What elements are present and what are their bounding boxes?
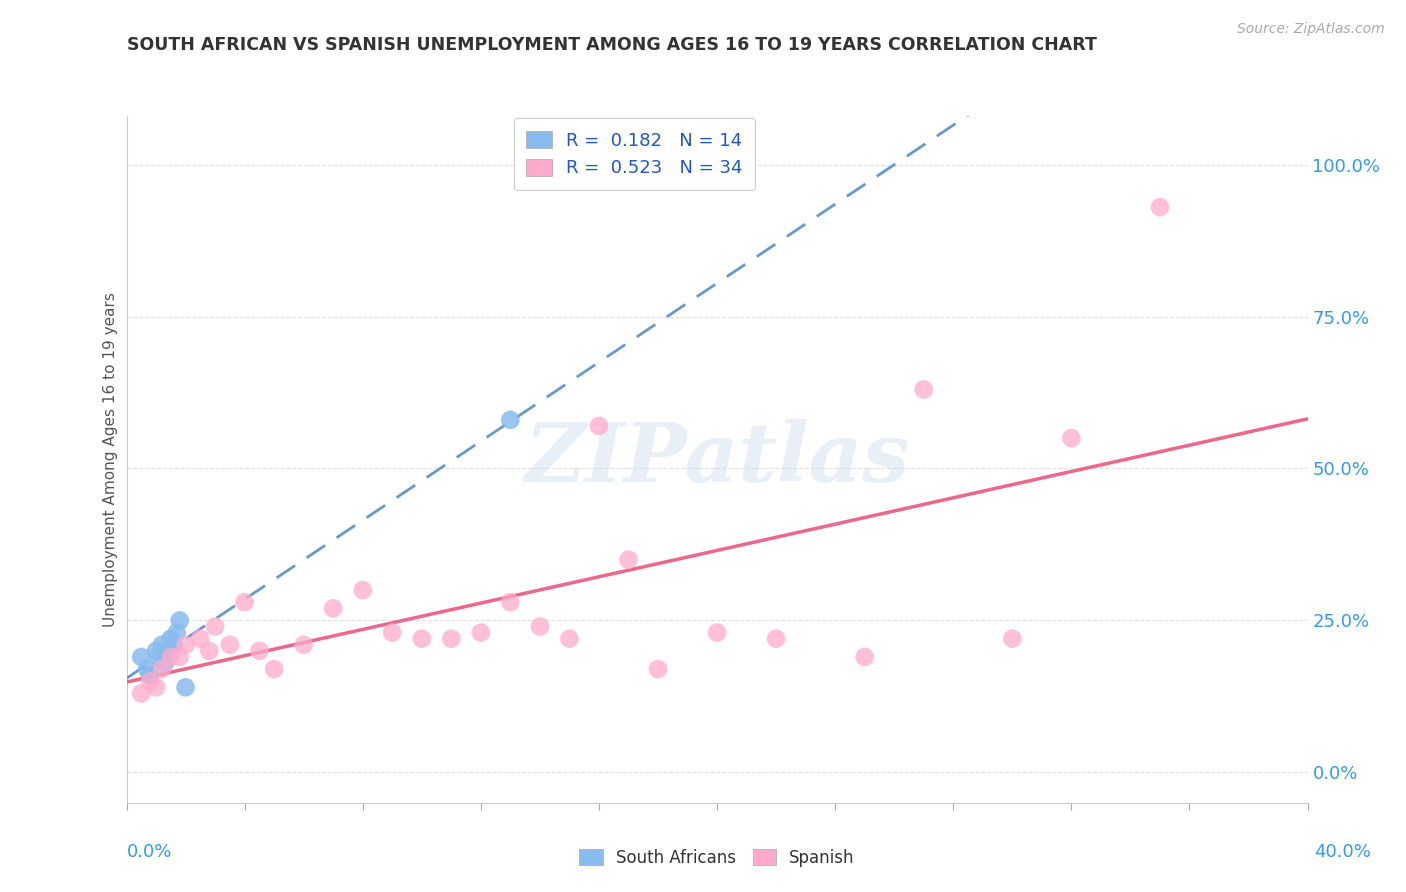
Point bbox=[188, 632, 211, 646]
Point bbox=[163, 638, 186, 652]
Point bbox=[204, 619, 226, 633]
Text: ZIPatlas: ZIPatlas bbox=[524, 419, 910, 500]
Point bbox=[381, 625, 404, 640]
Point bbox=[292, 638, 315, 652]
Point bbox=[647, 662, 669, 676]
Point bbox=[499, 413, 522, 427]
Point bbox=[156, 644, 179, 658]
Point bbox=[440, 632, 463, 646]
Point bbox=[1001, 632, 1024, 646]
Point bbox=[159, 649, 183, 664]
Point bbox=[499, 595, 522, 609]
Point bbox=[166, 625, 188, 640]
Text: 40.0%: 40.0% bbox=[1315, 843, 1371, 861]
Point bbox=[150, 662, 173, 676]
Point bbox=[145, 681, 167, 695]
Point bbox=[529, 619, 551, 633]
Text: 0.0%: 0.0% bbox=[127, 843, 172, 861]
Point bbox=[1149, 200, 1171, 214]
Point bbox=[174, 681, 197, 695]
Point bbox=[1060, 431, 1083, 445]
Point bbox=[588, 419, 610, 434]
Point bbox=[136, 662, 159, 676]
Point bbox=[263, 662, 285, 676]
Point bbox=[145, 644, 167, 658]
Point bbox=[139, 674, 162, 689]
Point bbox=[169, 649, 191, 664]
Point bbox=[129, 649, 153, 664]
Point bbox=[470, 625, 492, 640]
Point bbox=[411, 632, 433, 646]
Point bbox=[558, 632, 581, 646]
Point bbox=[352, 583, 374, 598]
Y-axis label: Unemployment Among Ages 16 to 19 years: Unemployment Among Ages 16 to 19 years bbox=[103, 292, 118, 627]
Point bbox=[174, 638, 197, 652]
Point bbox=[169, 614, 191, 628]
Point bbox=[198, 644, 221, 658]
Point bbox=[247, 644, 270, 658]
Point bbox=[765, 632, 787, 646]
Point bbox=[322, 601, 344, 615]
Text: Source: ZipAtlas.com: Source: ZipAtlas.com bbox=[1237, 22, 1385, 37]
Point bbox=[153, 656, 176, 670]
Point bbox=[912, 383, 935, 397]
Text: SOUTH AFRICAN VS SPANISH UNEMPLOYMENT AMONG AGES 16 TO 19 YEARS CORRELATION CHAR: SOUTH AFRICAN VS SPANISH UNEMPLOYMENT AM… bbox=[127, 36, 1097, 54]
Point bbox=[219, 638, 242, 652]
Point bbox=[853, 649, 876, 664]
Point bbox=[159, 632, 183, 646]
Legend: South Africans, Spanish: South Africans, Spanish bbox=[569, 838, 865, 877]
Point bbox=[233, 595, 256, 609]
Point bbox=[706, 625, 728, 640]
Point bbox=[150, 638, 173, 652]
Point bbox=[617, 552, 640, 566]
Point bbox=[148, 649, 170, 664]
Point bbox=[129, 686, 153, 700]
Point bbox=[139, 668, 162, 682]
